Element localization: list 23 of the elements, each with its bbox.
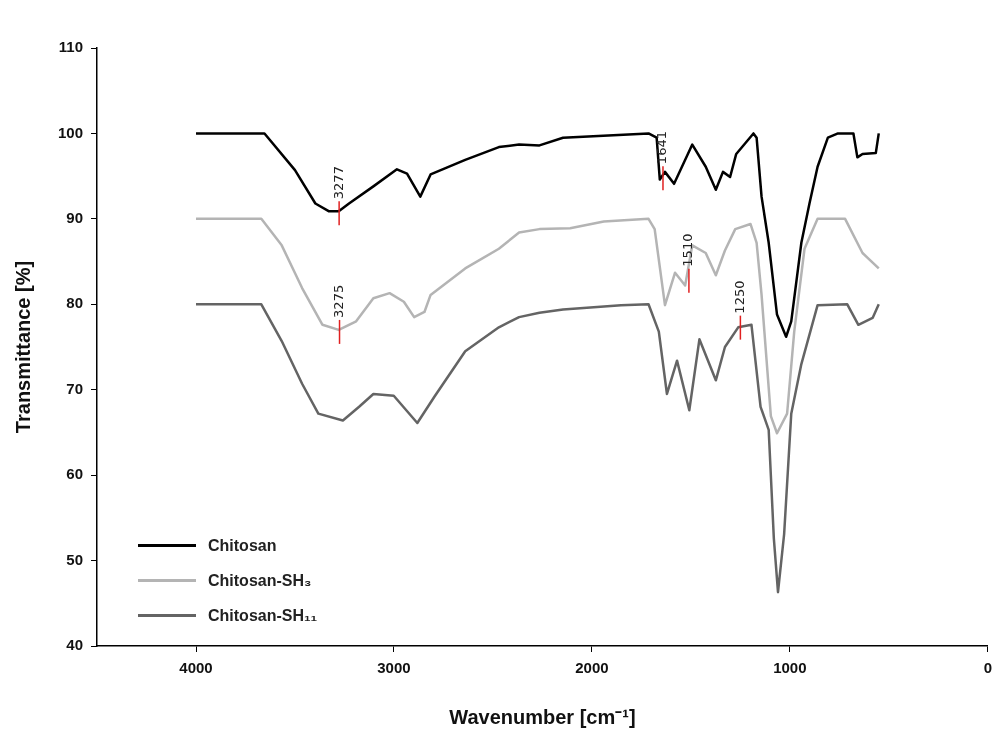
y-tick-label: 100 xyxy=(58,123,84,141)
annotation: 1510 xyxy=(680,233,696,267)
annotation: 3277 xyxy=(330,166,346,200)
y-tick-label: 90 xyxy=(66,209,84,226)
annotation: 1250 xyxy=(731,280,747,314)
y-tick-label: 40 xyxy=(66,636,84,654)
annotation: 3275 xyxy=(330,284,346,318)
x-tick-label: 2000 xyxy=(575,659,609,677)
x-tick-label: 1000 xyxy=(773,659,807,677)
y-axis-title: Transmittance [%] xyxy=(11,260,34,434)
x-axis-title: Wavenumber [cm⁻¹] xyxy=(449,705,636,728)
y-tick-label: 50 xyxy=(66,550,84,568)
y-tick-label: 70 xyxy=(66,379,84,397)
x-tick-label: 3000 xyxy=(377,659,411,677)
y-tick-label: 80 xyxy=(66,294,84,312)
y-tick-label: 60 xyxy=(66,465,84,483)
x-tick-label: 0 xyxy=(983,659,992,677)
legend-label: Chitosan-SH₃ xyxy=(208,571,312,590)
annotation: 1641 xyxy=(654,131,670,165)
legend-label: Chitosan xyxy=(208,536,277,555)
y-tick-label: 110 xyxy=(58,38,84,56)
legend-label: Chitosan-SH₁₁ xyxy=(208,606,318,625)
x-tick-label: 4000 xyxy=(179,659,213,677)
